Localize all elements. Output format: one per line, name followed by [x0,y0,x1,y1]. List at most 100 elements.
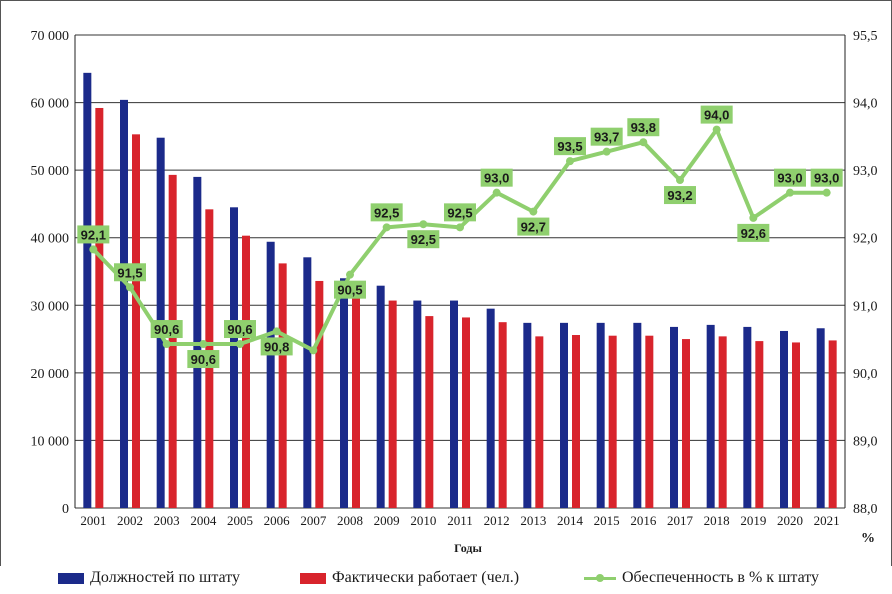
coverage-point [346,270,354,279]
coverage-label-box [590,127,623,146]
coverage-point [456,223,464,232]
bar-staff [523,322,532,508]
y-left-tick-label: 20 000 [31,367,70,382]
bar-staff [560,322,568,508]
coverage-data-label: 93,0 [777,171,802,186]
x-tick-label: 2004 [190,513,217,528]
coverage-data-label: 90,5 [337,283,362,298]
coverage-data-label: 92,5 [411,232,436,247]
bar-staff [266,241,275,509]
coverage-data-label: 93,8 [631,120,656,135]
bar-staff [83,72,92,508]
x-tick-label: 2019 [740,513,766,528]
coverage-data-label: 92,1 [81,227,106,242]
bar-actual [388,300,397,508]
bar-actual [608,335,617,508]
coverage-label-box [737,223,770,242]
coverage-label-box [664,186,696,205]
coverage-label-box [444,203,476,222]
coverage-label-box [224,320,256,339]
coverage-data-label: 93,0 [484,171,509,186]
bar-staff [633,322,642,508]
bar-staff [486,308,495,508]
bar-actual [315,280,324,508]
coverage-label-box [774,168,806,187]
x-tick-label: 2005 [227,513,253,528]
x-tick-label: 2011 [447,513,473,528]
bar-staff [340,278,348,508]
legend-swatch-staff [58,572,84,584]
legend-label-staff: Должностей по штату [90,569,240,586]
x-tick-label: 2002 [117,513,143,528]
y-left-tick-label: 0 [62,502,69,517]
right-axis-unit: % [861,531,875,546]
coverage-point [382,223,391,232]
x-tick-label: 2013 [520,513,546,528]
x-tick-label: 2016 [630,513,657,528]
coverage-data-label: 93,2 [667,188,692,203]
x-tick-label: 2018 [704,513,730,528]
coverage-point [566,157,574,166]
coverage-label-box [810,168,843,187]
legend-label-coverage: Обеспеченность в % к штату [622,569,820,586]
x-tick-label: 2001 [80,513,106,528]
x-tick-label: 2007 [300,513,327,528]
coverage-label-box [700,105,733,124]
coverage-line [91,127,827,353]
bar-actual [682,339,690,508]
coverage-data-label: 92,6 [741,226,766,241]
bar-staff [670,326,678,508]
bar-actual [425,316,434,508]
coverage-label-box [627,118,660,137]
coverage-point [419,220,428,229]
coverage-data-label: 93,5 [557,139,582,154]
coverage-point [822,188,831,197]
bar-actual [828,340,837,508]
x-tick-label: 2006 [264,513,291,528]
coverage-label-box [370,203,403,222]
legend-item-coverage: Обеспеченность в % к штату [584,566,819,590]
coverage-data-label: 93,7 [594,130,619,145]
bar-actual [278,263,287,508]
bar-staff [816,328,825,508]
combo-chart: 92,1 91,5 90,6 90,6 90,6 90,8 90,5 92,5 92,5 92,5… [0,0,892,566]
bar-actual [132,134,140,508]
coverage-data-label: 92,5 [374,205,399,220]
bar-actual [718,336,727,508]
bars [83,72,837,509]
coverage-label-box [150,320,183,339]
coverage-point [126,283,134,292]
bar-staff [413,300,422,508]
x-tick-label: 2014 [557,513,584,528]
coverage-label-box [517,217,550,236]
x-tick-label: 2020 [777,513,803,528]
coverage-point [89,245,98,254]
coverage-data-label: 94,0 [704,108,729,123]
coverage-label-box [554,137,586,156]
coverage-data-label: 90,6 [227,322,252,337]
x-axis-title: Годы [454,541,482,555]
bar-actual [572,335,580,508]
y-right-tick-label: 94,0 [853,97,878,112]
coverage-label-box [260,337,293,356]
coverage-point [236,340,244,349]
coverage-point [162,340,171,349]
coverage-point [529,207,538,216]
bar-actual [352,297,360,508]
coverage-point [602,147,611,156]
y-right-tick-label: 90,0 [853,367,878,382]
bar-actual [755,341,764,508]
coverage-data-label: 91,5 [117,265,142,280]
y-left-tick-label: 40 000 [31,232,70,247]
x-tick-label: 2021 [814,513,840,528]
coverage-label-box [334,280,366,299]
x-tick-label: 2015 [594,513,620,528]
bar-staff [303,257,312,508]
bar-actual [242,235,250,509]
legend-item-actual: Фактически работает (чел.) [300,566,519,590]
y-right-tick-label: 92,0 [853,232,878,247]
coverage-data-label: 92,5 [447,205,472,220]
coverage-point [786,188,794,197]
data-labels: 92,1 91,5 90,6 90,6 90,6 90,8 90,5 92,5 92,5 92,5… [77,105,843,369]
coverage-label-box [480,168,513,187]
